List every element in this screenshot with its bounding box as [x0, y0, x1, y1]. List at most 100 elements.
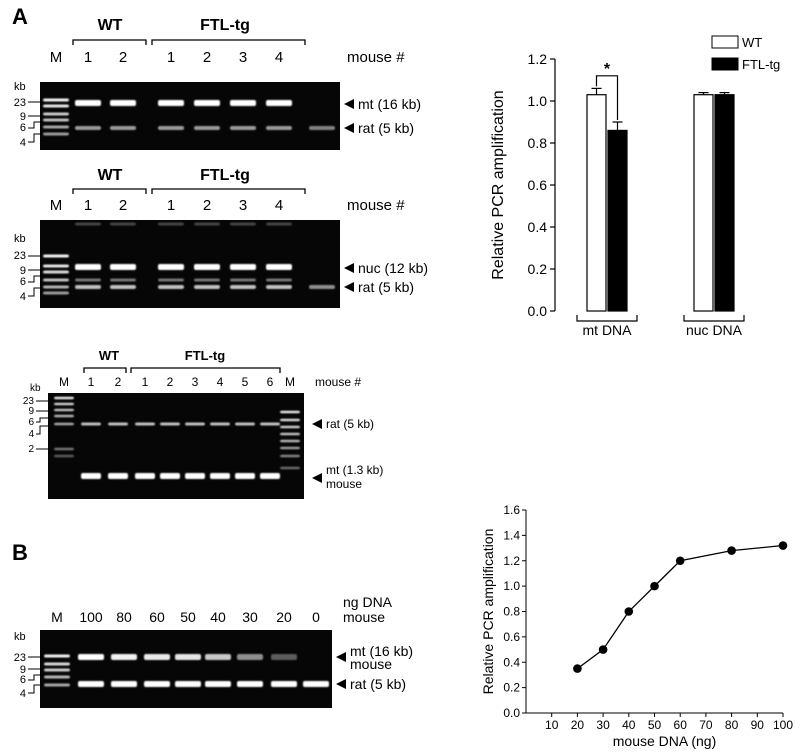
band-label: rat (5 kb) [358, 279, 414, 295]
y-tick-label: 0.0 [503, 706, 520, 720]
lane-label: 4 [275, 49, 283, 66]
lane-label: 80 [116, 609, 132, 625]
kb-label: kb [30, 383, 41, 394]
mt-band [230, 100, 256, 106]
nuc-band [266, 264, 292, 270]
bar-wt-0 [586, 94, 607, 312]
gel-well [266, 222, 292, 226]
significance-bracket [595, 75, 619, 120]
lane-label: 1 [167, 197, 175, 214]
lane-label: 40 [210, 609, 226, 625]
gel-body [40, 82, 340, 150]
nuc-band [110, 264, 136, 270]
mt-band [110, 100, 136, 106]
marker-label: 23 [14, 652, 26, 664]
marker-pointer [28, 287, 44, 297]
gel-well [230, 222, 256, 226]
mt-band [81, 473, 101, 479]
y-tick-label: 1.2 [528, 51, 548, 67]
rat-band [237, 681, 263, 687]
ladder-band [280, 425, 300, 429]
marker-label: 9 [20, 111, 26, 123]
x-tick-label: 90 [751, 718, 765, 732]
panel-a-label: A [12, 4, 28, 29]
group-bracket [151, 188, 306, 194]
band-label: rat (5 kb) [358, 120, 414, 136]
lane-label: 2 [115, 375, 122, 389]
ladder-band [54, 447, 74, 451]
mt-band [237, 654, 263, 660]
ladder-band [43, 125, 69, 129]
kb-label: kb [14, 631, 26, 643]
rat-band [110, 285, 136, 289]
category-bracket [683, 315, 745, 322]
marker-label: 23 [14, 97, 26, 109]
gel-body [40, 630, 332, 708]
lane-label: 0 [312, 609, 320, 625]
rat-band [260, 422, 280, 426]
rat-band [144, 681, 170, 687]
lane-label: M [50, 49, 63, 66]
significance-star: * [604, 61, 611, 78]
x-tick-label: 80 [725, 718, 739, 732]
ladder-band [43, 112, 69, 116]
marker-label: 9 [20, 664, 26, 676]
rat-band [81, 422, 101, 426]
bar-ftltg-0 [607, 129, 628, 312]
mt-band [75, 100, 101, 106]
band-label: mt (1.3 kb) [326, 463, 383, 477]
nuc-sub-band [110, 278, 136, 282]
lane-label: 50 [180, 609, 196, 625]
rat-band [194, 126, 220, 130]
lane-label: 4 [217, 375, 224, 389]
band-arrow [336, 679, 346, 689]
ladder-band [43, 291, 69, 295]
mt-band [260, 473, 280, 479]
ladder-band [43, 98, 69, 102]
ladder-band [280, 466, 300, 470]
group-label: FTL-tg [200, 17, 250, 34]
data-point [573, 664, 582, 673]
bar-wt-1 [693, 94, 714, 312]
marker-label: 6 [20, 674, 26, 686]
rat-band [158, 126, 184, 130]
mt-band [78, 654, 104, 660]
group-label: WT [98, 167, 123, 184]
ladder-band [43, 118, 69, 122]
data-point [727, 546, 736, 555]
band-label: mt (16 kb) [358, 96, 421, 112]
rat-band [111, 681, 137, 687]
ladder-band [280, 418, 300, 422]
ladder-band [54, 454, 74, 458]
band-arrow [344, 99, 354, 109]
y-tick-label: 0.4 [503, 655, 520, 669]
y-axis-label: Relative PCR amplification [480, 529, 496, 695]
group-bracket [130, 367, 281, 373]
category-bracket [576, 315, 638, 322]
x-tick-label: 20 [571, 718, 585, 732]
y-tick-label: 0.6 [503, 630, 520, 644]
rat-band [135, 422, 155, 426]
mt-band [235, 473, 255, 479]
ladder-band [54, 402, 74, 406]
mt-band [175, 654, 201, 660]
ladder-band [280, 432, 300, 436]
lane-label: M [50, 197, 63, 214]
marker-label: 4 [20, 688, 26, 700]
marker-label: 6 [20, 276, 26, 288]
band-label: mouse [326, 477, 362, 491]
ladder-band [43, 270, 69, 274]
lane-label: 3 [239, 197, 247, 214]
lane-label: M [59, 375, 69, 389]
ladder-band [54, 408, 74, 412]
band-label: mouse [350, 656, 392, 672]
ladder-band [54, 396, 74, 400]
legend-swatch [711, 57, 739, 71]
mt-band [210, 473, 230, 479]
marker-pointer [36, 417, 50, 423]
lane-label: 1 [88, 375, 95, 389]
x-tick-label: 70 [699, 718, 713, 732]
mt-band [160, 473, 180, 479]
rat-band [266, 126, 292, 130]
